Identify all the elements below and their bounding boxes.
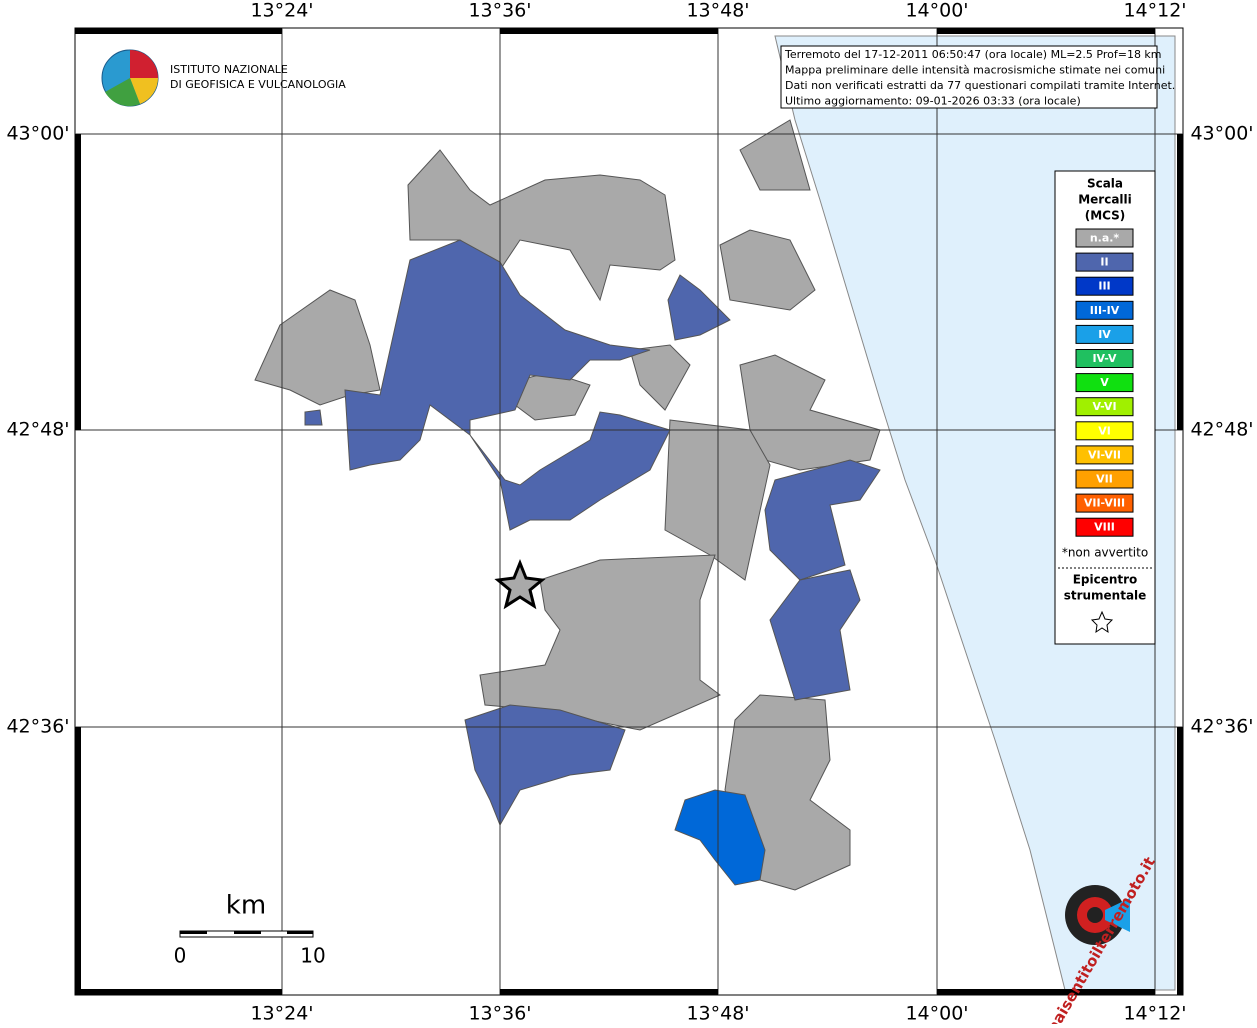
legend-swatch [1075,373,1134,393]
legend-label: III [1098,280,1110,293]
legend-swatch [1075,517,1134,537]
lon-label: 13°24' [250,1003,313,1025]
legend-swatch [1075,228,1134,248]
info-line: Mappa preliminare delle intensità macros… [785,64,1165,77]
scale-bar [179,930,314,938]
legend-swatch [1075,349,1134,368]
legend-swatch [1075,324,1134,344]
legend-epicenter: Epicentro [1073,573,1138,587]
legend-title: (MCS) [1085,209,1126,223]
lon-label: 14°12' [1123,1003,1186,1025]
legend-swatch [1075,445,1134,465]
frame-bars [75,28,1183,995]
graticule [75,28,1183,995]
legend-swatch [1075,276,1134,296]
lat-label: 43°00' [1190,123,1253,145]
info-line: Ultimo aggiornamento: 09-01-2026 03:33 (… [785,95,1081,108]
legend-title: Scala [1087,177,1123,191]
lon-label: 13°36' [468,0,531,22]
lon-label: 13°36' [468,1003,531,1025]
scale-end: 10 [300,944,325,968]
legend-note: *non avvertito [1062,546,1148,560]
lat-label: 42°36' [6,716,69,738]
legend-label: VII-VIII [1084,497,1125,510]
lon-label: 13°24' [250,0,313,22]
legend-swatch [1075,300,1134,320]
scale-start: 0 [174,944,187,968]
legend-title: Mercalli [1078,193,1132,207]
lat-label: 43°00' [6,123,69,145]
legend-swatch [1075,493,1134,513]
info-line: Terremoto del 17-12-2011 06:50:47 (ora l… [784,48,1162,61]
legend-label: III-IV [1090,304,1120,317]
legend-label: IV-V [1092,352,1117,365]
haisentito-logo [1065,885,1130,945]
legend-label: II [1100,256,1108,269]
lat-label: 42°36' [1190,716,1253,738]
legend-epicenter: strumentale [1064,589,1147,603]
municipalities [254,119,881,891]
legend-label: n.a.* [1090,232,1120,245]
scale-unit: km [226,891,266,921]
lon-label: 14°00' [905,1003,968,1025]
legend-swatch [1075,469,1134,489]
lat-label: 42°48' [6,419,69,441]
legend-label: VIII [1094,521,1115,534]
info-box [780,45,1158,109]
legend-label: VI-VII [1088,448,1121,461]
lon-label: 13°48' [686,0,749,22]
legend-label: IV [1098,328,1111,341]
lat-label: 42°48' [1190,419,1253,441]
lon-label: 14°00' [905,0,968,22]
legend-label: VI [1098,424,1111,437]
legend-swatch [1075,421,1134,441]
lon-label: 14°12' [1123,0,1186,22]
legend-star [1090,610,1114,634]
lon-label: 13°48' [686,1003,749,1025]
ingv-logo [101,49,159,107]
legend-label: V-VI [1092,400,1116,413]
epicenter-star [494,558,546,610]
legend-swatch [1075,252,1134,272]
legend-label: V [1100,376,1109,389]
info-line: Dati non verificati estratti da 77 quest… [785,79,1175,92]
legend-swatch [1075,397,1134,417]
logo-text: DI GEOFISICA E VULCANOLOGIA [170,78,346,91]
logo-text: ISTITUTO NAZIONALE [170,63,288,76]
legend-label: VII [1096,473,1113,486]
